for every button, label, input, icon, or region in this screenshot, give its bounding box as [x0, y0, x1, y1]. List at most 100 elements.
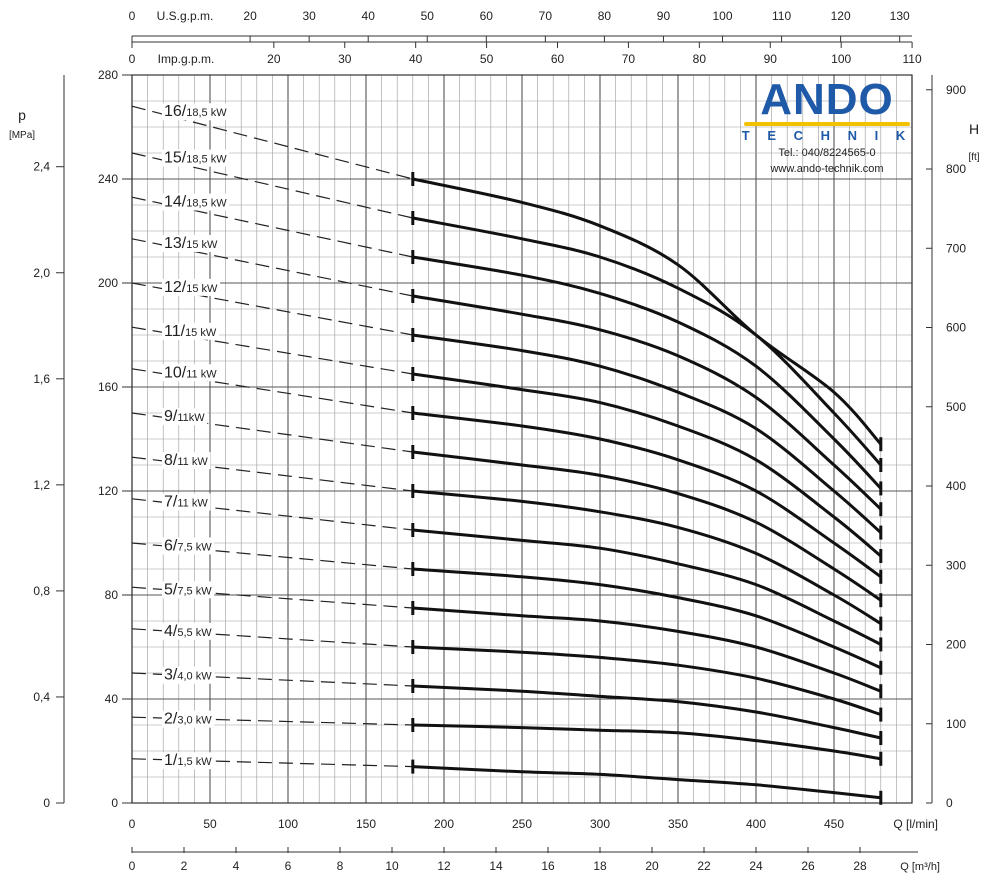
x-tick-label: 200	[434, 817, 454, 831]
curve-label-stages: 1/	[164, 752, 178, 769]
curve-label-stages: 8/	[164, 452, 178, 469]
curve-label-power: 4,0 kW	[177, 671, 212, 683]
curve-solid-segment	[412, 411, 882, 579]
curve-solid-segment	[412, 255, 882, 490]
usgpm-tick-label: 70	[539, 9, 553, 23]
impgpm-tick-label: 0	[129, 52, 136, 66]
ft-tick-label: 600	[946, 321, 966, 335]
curve-label-power: 11 kW	[186, 368, 217, 380]
usgpm-tick-label: 60	[480, 9, 494, 23]
curve-solid-segment	[412, 216, 882, 467]
m3h-tick-label: 26	[801, 859, 815, 873]
brand-website: www.ando-technik.com	[770, 163, 884, 175]
curve-solid-segment	[412, 684, 882, 740]
pump-curves	[131, 105, 883, 805]
curve-label-background	[162, 364, 220, 382]
ft-axis-unit: [ft]	[968, 152, 979, 163]
curve-dashed-segment	[131, 586, 413, 609]
ft-tick-label: 900	[946, 83, 966, 97]
curve-label-power: 15 kW	[186, 283, 218, 295]
curve-label: 4/5,5 kW	[164, 623, 212, 640]
m3h-tick-label: 14	[489, 859, 503, 873]
x-tick-label: 0	[129, 817, 136, 831]
ft-tick-label: 200	[946, 638, 966, 652]
curve-label-background	[162, 322, 219, 340]
pressure-tick-label: 0,4	[33, 690, 50, 704]
curve-label-stages: 9/	[164, 408, 178, 425]
pressure-tick-label: 1,6	[33, 372, 50, 386]
curve-label-power: 15 kW	[186, 239, 218, 251]
y-tick-label: 240	[98, 172, 118, 186]
curve-label-background	[162, 581, 215, 599]
y-tick-label: 200	[98, 276, 118, 290]
m3h-tick-label: 8	[337, 859, 344, 873]
pressure-tick-label: 0,8	[33, 584, 50, 598]
curve-solid-segment	[412, 528, 882, 646]
curve-label: 15/18,5 kW	[164, 150, 227, 167]
curve-label-stages: 16/	[164, 103, 187, 120]
curve-series-2	[131, 716, 883, 766]
curve-dashed-segment	[131, 152, 413, 219]
curve-solid-segment	[412, 450, 882, 602]
curve-dashed-segment	[131, 412, 413, 453]
grid	[131, 74, 913, 804]
curve-label: 12/15 kW	[164, 279, 218, 296]
m3h-tick-label: 20	[645, 859, 659, 873]
curve-label: 6/7,5 kW	[164, 537, 212, 554]
curve-label-power: 11kW	[177, 412, 205, 424]
y-tick-label: 0	[111, 796, 118, 810]
x-tick-label: 300	[590, 817, 610, 831]
curve-label-background	[162, 408, 208, 426]
axes: 0408012016020024028000,40,81,21,62,02,4p…	[9, 9, 980, 873]
m3h-tick-label: 2	[181, 859, 188, 873]
usgpm-tick-label: 110	[772, 9, 791, 23]
y-tick-label: 80	[105, 588, 119, 602]
m3h-tick-label: 10	[385, 859, 399, 873]
curve-label-power: 11 kW	[177, 498, 208, 510]
m3h-tick-label: 16	[541, 859, 555, 873]
ft-tick-label: 800	[946, 162, 966, 176]
usgpm-tick-label: 50	[421, 9, 435, 23]
curve-dashed-segment	[131, 758, 413, 768]
curve-label-background	[162, 278, 221, 296]
curve-label: 2/3,0 kW	[164, 711, 212, 728]
impgpm-tick-label: 110	[903, 52, 922, 66]
curve-label: 9/11kW	[164, 408, 205, 425]
curve-dashed-segment	[131, 498, 413, 531]
curve-label-background	[162, 537, 215, 555]
curve-solid-segment	[412, 489, 882, 625]
impgpm-tick-label: 70	[622, 52, 636, 66]
usgpm-tick-label: 30	[302, 9, 316, 23]
curve-label-stages: 12/	[164, 279, 187, 296]
y-tick-label: 120	[98, 484, 118, 498]
ft-tick-label: 0	[946, 796, 953, 810]
curve-label-power: 7,5 kW	[177, 585, 212, 597]
curve-series-4	[131, 628, 883, 722]
curve-label-power: 18,5 kW	[186, 198, 227, 210]
pressure-tick-label: 2,4	[33, 160, 50, 174]
x-tick-label: 350	[668, 817, 688, 831]
ft-tick-label: 400	[946, 479, 966, 493]
impgpm-tick-label: 100	[831, 52, 851, 66]
curve-solid-segment	[412, 645, 882, 717]
curve-dashed-segment	[131, 368, 413, 414]
curve-label: 13/15 kW	[164, 235, 218, 252]
curve-label-background	[162, 666, 215, 684]
curve-series-11	[131, 326, 883, 563]
curve-solid-segment	[412, 567, 882, 670]
curve-label-background	[162, 710, 215, 728]
curve-label-stages: 5/	[164, 581, 178, 598]
curve-label-power: 15 kW	[185, 327, 217, 339]
usgpm-tick-label: 120	[831, 9, 851, 23]
impgpm-tick-label: 50	[480, 52, 494, 66]
curve-label-stages: 10/	[164, 364, 187, 381]
curve-dashed-segment	[131, 326, 413, 375]
curve-label: 5/7,5 kW	[164, 581, 212, 598]
curve-series-16	[131, 105, 883, 452]
x-tick-label: 100	[278, 817, 298, 831]
curve-label-background	[162, 193, 230, 211]
curve-series-6	[131, 542, 883, 675]
usgpm-axis-label: U.S.g.p.m.	[157, 9, 214, 23]
curve-label-stages: 15/	[164, 150, 187, 167]
curve-series-8	[131, 456, 883, 631]
